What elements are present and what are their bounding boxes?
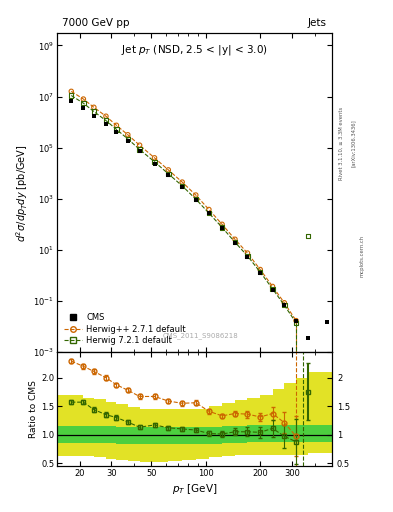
Point [305, 334, 311, 342]
Point [305, 232, 311, 240]
Point [80, 104, 86, 112]
Text: 7000 GeV pp: 7000 GeV pp [62, 18, 130, 29]
Point [206, 209, 212, 218]
Point [179, 182, 185, 190]
Point [257, 268, 263, 276]
Point [257, 265, 263, 273]
Point [68, 92, 74, 100]
Point [219, 223, 225, 231]
Point [317, 354, 323, 362]
Point [113, 125, 119, 134]
Point [91, 108, 97, 116]
Point [103, 116, 109, 124]
Point [125, 131, 131, 139]
Point [193, 196, 199, 204]
Point [179, 183, 185, 191]
X-axis label: $p_T$ [GeV]: $p_T$ [GeV] [172, 482, 217, 496]
Point [244, 252, 251, 261]
Point [293, 318, 299, 327]
Y-axis label: Ratio to CMS: Ratio to CMS [29, 380, 38, 438]
Point [165, 171, 171, 179]
Point [165, 169, 171, 178]
Point [232, 239, 238, 247]
Point [232, 235, 238, 243]
Point [193, 195, 199, 203]
Point [219, 220, 225, 228]
Point [91, 103, 97, 112]
Point [281, 301, 287, 309]
Point [125, 135, 131, 143]
Point [257, 268, 263, 276]
Point [125, 137, 131, 145]
Point [206, 209, 212, 217]
Point [206, 205, 212, 214]
Point [232, 238, 238, 246]
Point [103, 120, 109, 128]
Point [136, 145, 143, 154]
Text: mcplots.cern.ch: mcplots.cern.ch [360, 235, 365, 277]
Point [324, 318, 330, 326]
Point [113, 121, 119, 130]
Point [244, 252, 251, 260]
Point [151, 159, 158, 167]
Point [269, 282, 275, 290]
Point [136, 141, 143, 150]
Point [219, 223, 225, 231]
Text: CMS_2011_S9086218: CMS_2011_S9086218 [162, 333, 238, 339]
Point [293, 316, 299, 325]
Point [91, 112, 97, 120]
Legend: CMS, Herwig++ 2.7.1 default, Herwig 7.2.1 default: CMS, Herwig++ 2.7.1 default, Herwig 7.2.… [61, 311, 188, 348]
Point [151, 158, 158, 166]
Point [113, 128, 119, 136]
Point [136, 147, 143, 155]
Point [269, 286, 275, 294]
Point [68, 87, 74, 95]
Point [103, 112, 109, 120]
Text: Rivet 3.1.10, ≥ 3.3M events: Rivet 3.1.10, ≥ 3.3M events [339, 106, 344, 180]
Point [269, 285, 275, 293]
Point [179, 178, 185, 186]
Text: Jets: Jets [308, 18, 327, 29]
Point [80, 99, 86, 108]
Point [68, 96, 74, 104]
Point [151, 154, 158, 162]
Text: Jet $p_T$ (NSD, 2.5 < |y| < 3.0): Jet $p_T$ (NSD, 2.5 < |y| < 3.0) [121, 43, 268, 57]
Point [165, 166, 171, 174]
Text: [arXiv:1306.3436]: [arXiv:1306.3436] [351, 119, 356, 167]
Point [281, 301, 287, 309]
Point [193, 191, 199, 199]
Y-axis label: $d^2\sigma/dp_T dy$ [pb/GeV]: $d^2\sigma/dp_T dy$ [pb/GeV] [15, 144, 31, 242]
Point [281, 298, 287, 307]
Point [293, 317, 299, 326]
Point [244, 249, 251, 257]
Point [80, 95, 86, 103]
